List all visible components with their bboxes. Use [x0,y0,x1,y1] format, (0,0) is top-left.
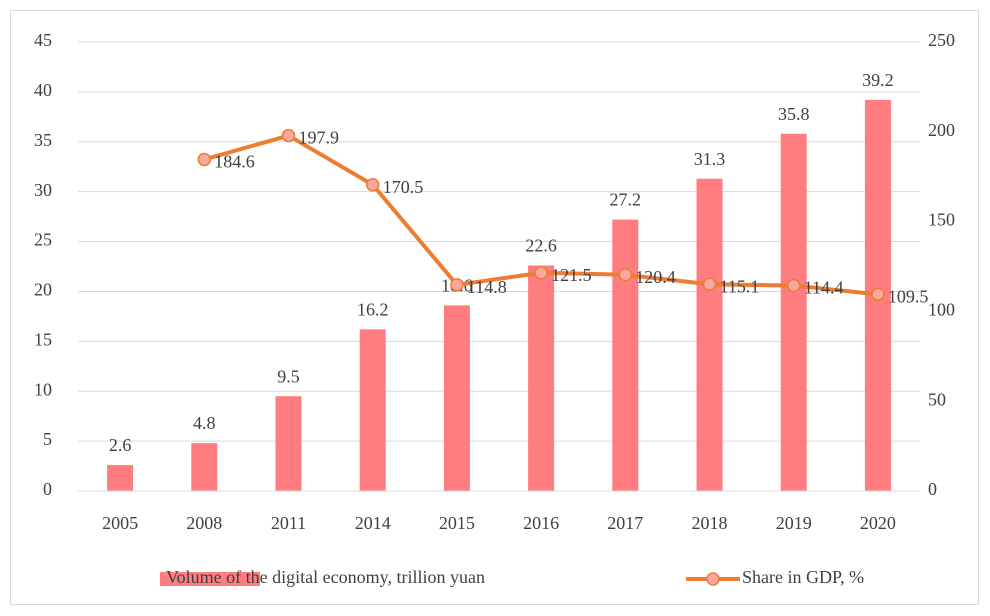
x-tick-label: 2015 [439,513,475,533]
y-tick-label: 0 [43,479,52,499]
y2-tick-label: 0 [928,479,937,499]
y2-tick-label: 50 [928,389,946,409]
x-tick-label: 2008 [186,513,222,533]
y-tick-label: 40 [34,80,52,100]
line-marker [618,268,633,282]
line-value-label: 184.6 [214,152,255,172]
y-tick-label: 15 [34,329,52,349]
x-tick-label: 2005 [102,513,138,533]
line-value-label: 170.5 [383,177,424,197]
bar [528,265,555,491]
line-marker [871,287,885,302]
y-tick-label: 45 [34,30,52,50]
bar [780,133,807,491]
y2-tick-label: 150 [928,210,955,230]
legend-marker [706,572,720,586]
y2-tick-label: 100 [928,300,955,320]
line-value-label: 114.8 [467,277,507,297]
y-tick-label: 30 [34,180,52,200]
line-value-label: 115.1 [720,276,760,296]
line-marker [365,178,380,192]
line-value-label: 114.4 [804,278,844,298]
bar [107,465,134,491]
legend-label: Volume of the digital economy, trillion … [166,567,485,587]
x-tick-label: 2020 [860,513,896,533]
bar-value-label: 16.2 [357,299,389,319]
line-marker [786,278,801,293]
x-tick-label: 2016 [523,513,559,533]
line-value-label: 109.5 [888,286,929,306]
bar [612,219,639,492]
y-tick-label: 35 [34,130,52,150]
bar-value-label: 2.6 [109,435,132,455]
bar [443,305,470,491]
bar-value-label: 4.8 [193,413,216,433]
line-value-label: 197.9 [299,128,340,148]
y2-tick-label: 200 [928,120,955,140]
x-tick-label: 2019 [776,513,812,533]
line-marker [281,128,296,143]
line-marker [702,277,717,292]
bar [191,443,218,491]
line-marker [197,152,212,167]
line-marker [534,266,548,280]
bar [696,178,723,491]
bar [275,396,302,491]
y2-tick-label: 250 [928,30,955,50]
x-tick-label: 2011 [271,513,306,533]
y-tick-label: 25 [34,230,52,250]
bar [359,329,386,491]
y-tick-label: 5 [43,429,52,449]
y-tick-label: 10 [34,379,52,399]
legend-label: Share in GDP, % [742,567,864,587]
line-value-label: 120.4 [635,267,676,287]
bar-value-label: 27.2 [610,190,642,210]
bar-value-label: 22.6 [525,236,557,256]
bar-value-label: 31.3 [694,149,726,169]
bar-value-label: 9.5 [277,366,300,386]
chart-border [10,10,979,605]
y-tick-label: 20 [34,280,52,300]
bar-value-label: 35.8 [778,104,810,124]
x-tick-label: 2014 [355,513,391,533]
line-marker [450,278,464,292]
line-value-label: 121.5 [551,265,592,285]
x-tick-label: 2018 [692,513,728,533]
x-tick-label: 2017 [607,513,643,533]
bar-value-label: 39.2 [862,70,894,90]
legend-swatch [160,572,260,586]
